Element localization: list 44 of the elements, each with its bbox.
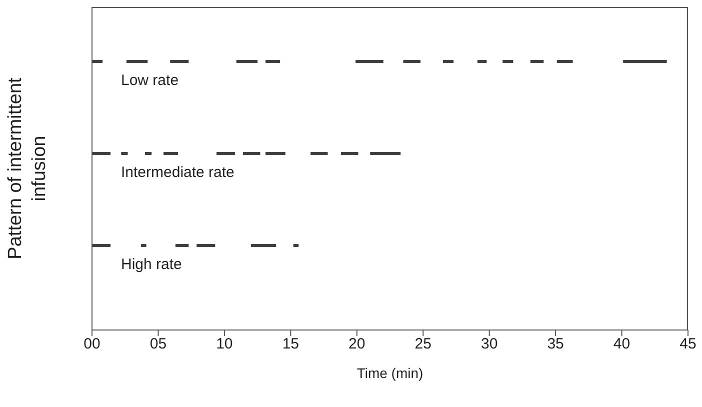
- x-tick-label: 25: [414, 336, 432, 353]
- bar: [236, 60, 258, 63]
- bar: [556, 60, 573, 63]
- bar: [216, 152, 236, 155]
- bar: [530, 60, 544, 63]
- bar: [92, 60, 103, 63]
- x-axis-title: Time (min): [356, 365, 424, 381]
- x-tick-label: 40: [613, 336, 630, 353]
- x-tick-label: 05: [150, 336, 167, 353]
- bar: [170, 60, 189, 63]
- x-tick-label: 30: [480, 336, 498, 353]
- bar: [242, 152, 260, 155]
- bar: [266, 152, 286, 155]
- y-tick-label: High rate: [121, 256, 182, 273]
- bar: [370, 152, 401, 155]
- x-tick-label: 00: [84, 336, 100, 353]
- bar: [403, 60, 420, 63]
- x-tick-label: 15: [282, 336, 300, 353]
- y-axis-title: Pattern of intermittent infusion: [5, 76, 50, 260]
- bar: [442, 60, 454, 63]
- bar: [266, 60, 280, 63]
- y-tick-label: Low rate: [121, 72, 179, 89]
- bar: [144, 152, 152, 155]
- y-tick-label: Intermediate rate: [121, 164, 234, 181]
- bar: [92, 152, 111, 155]
- bar: [175, 244, 189, 247]
- bar: [623, 60, 667, 63]
- x-tick-label: 20: [348, 336, 366, 353]
- bar: [141, 244, 146, 247]
- x-tick-label: 10: [216, 336, 233, 353]
- bar: [502, 60, 514, 63]
- bar: [126, 60, 148, 63]
- bar: [477, 60, 487, 63]
- bar: [92, 244, 111, 247]
- bar: [121, 152, 128, 155]
- bar: [164, 152, 178, 155]
- x-tick-label: 45: [680, 336, 696, 353]
- bar: [196, 244, 216, 247]
- bar: [356, 60, 384, 63]
- bar: [293, 244, 299, 247]
- bar: [310, 152, 328, 155]
- x-tick-label: 35: [547, 336, 564, 353]
- bar: [340, 152, 358, 155]
- bar: [250, 244, 276, 247]
